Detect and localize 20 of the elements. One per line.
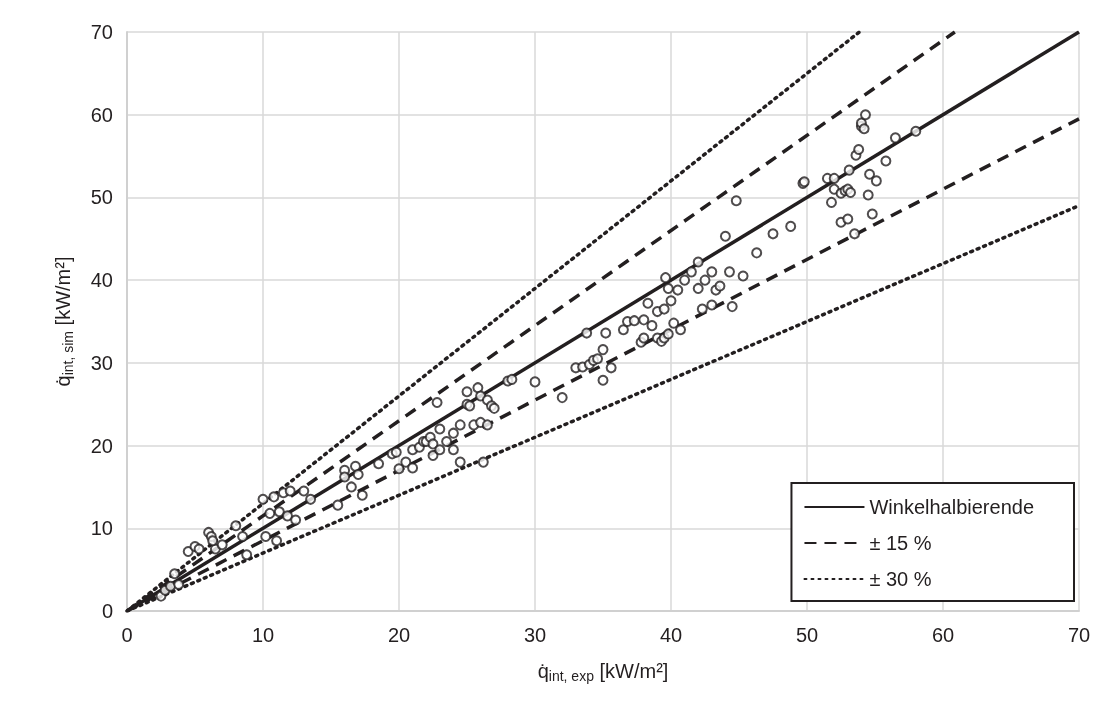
y-tick-label: 20 [90,434,113,457]
y-tick-label: 60 [90,103,113,126]
legend-label: Winkelhalbierende [869,496,1035,518]
x-tick-label: 30 [523,624,547,646]
y-axis-title: q̇int, sim [kW/m²] [52,256,76,387]
y-tick-label: 0 [101,600,113,622]
x-tick-label: 10 [251,624,275,646]
x-tick-label: 50 [795,624,819,646]
legend-label: ± 30 % [869,568,932,590]
x-tick-label: 40 [659,624,683,646]
y-tick-label: 50 [90,186,113,209]
x-tick-label: 20 [387,624,411,646]
y-tick-label: 30 [90,351,113,374]
y-tick-label: 70 [90,21,113,43]
x-tick-label: 60 [931,624,955,646]
x-tick-label: 0 [121,624,133,646]
y-tick-label: 40 [90,269,113,292]
y-tick-label: 10 [90,517,113,540]
x-tick-label: 70 [1067,624,1091,646]
legend-label: ± 15 % [869,532,932,554]
